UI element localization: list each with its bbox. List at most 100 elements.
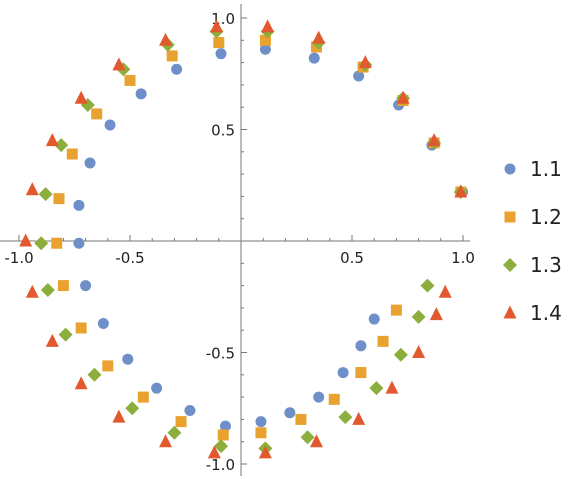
data-point [393, 347, 408, 362]
data-point [45, 333, 59, 347]
data-point [369, 381, 384, 396]
data-point [429, 307, 443, 321]
data-point [368, 313, 380, 325]
data-point [125, 401, 140, 416]
data-point [358, 55, 372, 69]
data-point [122, 353, 134, 365]
data-point [73, 237, 85, 249]
data-point [300, 430, 315, 445]
data-point [454, 184, 468, 198]
data-point [34, 236, 49, 251]
data-point [73, 199, 85, 211]
legend-item: 1.1 [504, 157, 562, 181]
data-point [338, 410, 353, 425]
data-point [258, 445, 272, 459]
legend-item: 1.3 [503, 253, 562, 277]
legend-label: 1.2 [530, 205, 562, 229]
data-point [66, 148, 78, 160]
data-point [124, 74, 136, 86]
data-point [74, 376, 88, 390]
data-point [259, 43, 271, 55]
data-point [259, 34, 271, 46]
legend-label: 1.4 [530, 301, 562, 325]
data-point [112, 57, 126, 71]
data-point [328, 393, 340, 405]
series-1.2 [51, 34, 467, 441]
data-point [87, 367, 102, 382]
x-tick-label: -1.0 [4, 249, 33, 267]
y-tick-label: -0.5 [206, 345, 235, 363]
data-point [219, 420, 231, 432]
data-point [412, 345, 426, 358]
data-point [355, 367, 367, 379]
data-point [151, 382, 163, 394]
data-point [175, 416, 187, 428]
x-tick-label: 1.0 [451, 249, 475, 267]
data-point [166, 50, 178, 62]
data-point [57, 280, 69, 292]
data-point [385, 380, 399, 394]
data-point [353, 70, 365, 82]
data-point [38, 187, 53, 202]
data-point [159, 32, 173, 46]
data-point [284, 407, 296, 419]
data-point [255, 427, 267, 439]
data-point [308, 52, 320, 64]
legend-marker [503, 258, 517, 272]
data-point [97, 318, 109, 330]
data-point [396, 90, 410, 104]
x-tick-label: 0.5 [340, 249, 364, 267]
data-point [102, 360, 114, 372]
legend-marker [503, 305, 517, 319]
data-point [390, 304, 402, 316]
legend-marker [504, 211, 516, 223]
legend-label: 1.3 [530, 253, 562, 277]
data-point [295, 413, 307, 425]
data-point [80, 280, 92, 292]
legend-item: 1.4 [503, 301, 562, 325]
data-point [159, 434, 173, 448]
data-point [261, 19, 275, 33]
data-point [25, 284, 39, 298]
data-point [312, 30, 326, 44]
data-point [40, 283, 55, 298]
legend-label: 1.1 [530, 157, 562, 181]
data-point [377, 335, 389, 347]
data-point [112, 409, 126, 423]
data-point [217, 429, 229, 441]
data-point [337, 367, 349, 379]
series-1.3 [34, 24, 468, 456]
data-point [184, 404, 196, 416]
data-point [25, 182, 39, 196]
data-point [411, 309, 426, 324]
data-point [213, 37, 225, 49]
legend: 1.1 1.2 1.3 1.4 [503, 157, 562, 325]
data-point [91, 108, 103, 120]
axes: -1.0 -0.5 0.5 1.01.00.5-0.5-1.0 [0, 4, 475, 476]
data-point [309, 434, 323, 448]
y-tick-label: -1.0 [206, 456, 235, 474]
data-point [104, 119, 116, 131]
legend-item: 1.2 [504, 205, 562, 229]
y-tick-label: 0.5 [211, 122, 235, 140]
data-point [352, 411, 366, 425]
data-point [215, 48, 227, 60]
legend-marker [504, 163, 516, 175]
data-point [313, 391, 325, 403]
data-point [137, 391, 149, 403]
data-point [420, 278, 435, 293]
x-tick-label: -0.5 [115, 249, 144, 267]
data-point [58, 327, 73, 342]
data-point [45, 133, 59, 147]
data-point [210, 19, 224, 33]
data-point [135, 88, 147, 100]
data-point [74, 90, 88, 104]
data-point [171, 63, 183, 75]
series-1.1 [73, 43, 469, 432]
data-point [167, 425, 182, 440]
data-point [255, 416, 267, 428]
data-point [54, 138, 69, 153]
data-point [438, 284, 452, 298]
data-points [19, 19, 469, 459]
